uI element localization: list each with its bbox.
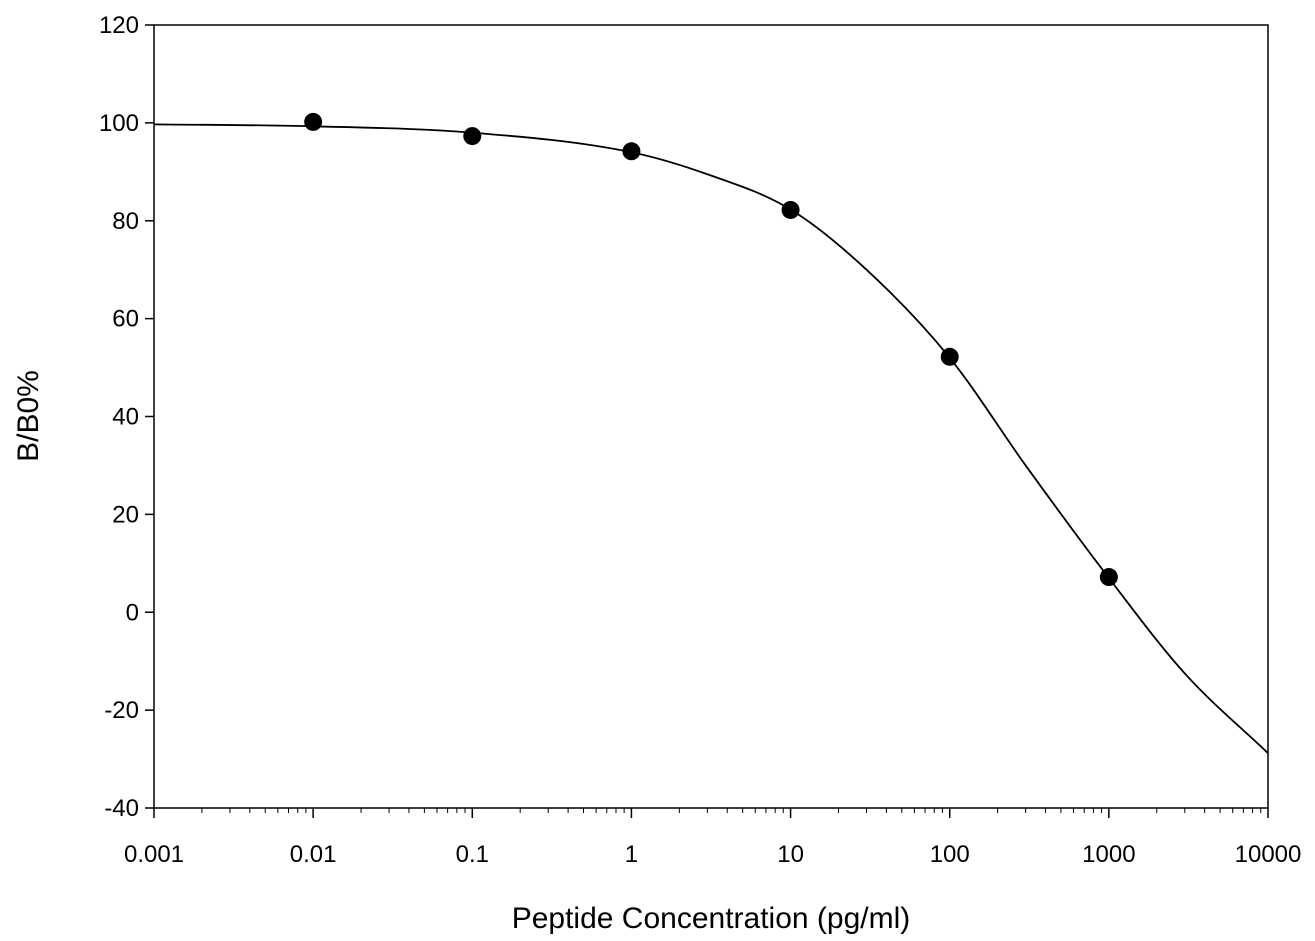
x-tick-label: 0.01 bbox=[290, 841, 337, 868]
y-axis-title: B/B0% bbox=[12, 370, 45, 462]
data-point bbox=[1099, 568, 1118, 587]
y-tick-label: -20 bbox=[104, 697, 139, 724]
plot-area-frame bbox=[153, 24, 1269, 809]
y-tick-label: 120 bbox=[99, 12, 139, 39]
x-axis-title: Peptide Concentration (pg/ml) bbox=[512, 902, 911, 935]
x-tick-label: 0.1 bbox=[456, 841, 489, 868]
x-axis: 0.001 0.01 0.1 1 10 100 1000 10000 bbox=[124, 808, 1301, 868]
data-point bbox=[304, 112, 323, 131]
y-tick-label: 20 bbox=[112, 501, 139, 528]
y-tick-label: 60 bbox=[112, 306, 139, 333]
y-tick-label: -40 bbox=[104, 795, 139, 822]
x-tick-label: 10000 bbox=[1235, 841, 1302, 868]
data-point bbox=[940, 347, 959, 366]
y-tick-label: 40 bbox=[112, 404, 139, 431]
x-tick-label: 0.001 bbox=[124, 841, 184, 868]
data-point bbox=[463, 127, 482, 146]
data-series bbox=[304, 112, 1118, 587]
x-tick-label: 1 bbox=[625, 841, 638, 868]
data-point bbox=[781, 200, 800, 219]
x-tick-label: 100 bbox=[930, 841, 970, 868]
x-tick-label: 1000 bbox=[1082, 841, 1135, 868]
data-point bbox=[622, 142, 641, 161]
y-tick-label: 0 bbox=[126, 599, 139, 626]
y-axis: -40 -20 0 20 40 60 80 100 120 bbox=[99, 12, 154, 822]
fit-curve-line bbox=[153, 123, 1269, 754]
y-tick-label: 100 bbox=[99, 110, 139, 137]
y-tick-label: 80 bbox=[112, 208, 139, 235]
x-tick-label: 10 bbox=[777, 841, 804, 868]
